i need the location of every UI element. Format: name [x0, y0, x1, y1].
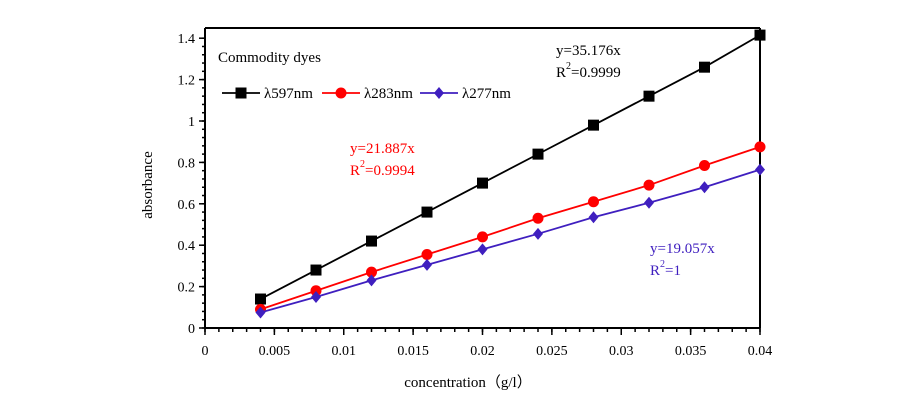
series-line — [260, 168, 761, 314]
data-point — [754, 29, 766, 41]
data-point — [643, 179, 655, 191]
legend-marker — [335, 87, 347, 99]
annotation-277: y=19.057x R2=1 — [650, 241, 715, 279]
data-point — [310, 264, 322, 276]
y-tick-label: 0.6 — [178, 198, 196, 213]
data-point — [533, 227, 543, 240]
data-point — [532, 148, 544, 160]
data-point — [477, 231, 488, 243]
data-point — [532, 212, 544, 224]
legend: Commodity dyes λ597nm λ283nm λ277nm — [218, 50, 511, 102]
data-point — [588, 196, 599, 208]
legend-title: Commodity dyes — [218, 50, 321, 66]
equation-277: y=19.057x — [650, 241, 715, 257]
data-point — [588, 211, 599, 224]
data-point — [311, 290, 321, 303]
axes: 0 0.2 0.4 0.6 0.8 1 1.2 1.4 0 0.005 0.01 0.015 0.02 0… — [178, 27, 773, 359]
x-tick-label: 0.015 — [397, 344, 429, 359]
r2-277: R2=1 — [650, 259, 681, 279]
legend-item: λ597nm — [222, 86, 313, 102]
r2-597: R2=0.9999 — [556, 61, 621, 81]
x-tick-label: 0.035 — [675, 344, 707, 359]
data-point — [588, 119, 599, 131]
x-tick-label: 0.04 — [748, 344, 773, 359]
data-point — [643, 90, 655, 102]
data-point — [255, 306, 266, 319]
series-line — [260, 34, 761, 300]
annotation-283: y=21.887x R2=0.9994 — [350, 141, 415, 179]
x-tick-label: 0.025 — [536, 344, 568, 359]
legend-marker — [434, 87, 444, 99]
x-tick-label: 0.01 — [332, 344, 357, 359]
series-layer — [255, 29, 766, 319]
data-point — [421, 206, 433, 218]
legend-label: λ283nm — [364, 86, 413, 102]
x-axis-title: concentration（g/l） — [404, 374, 531, 391]
data-point — [255, 293, 266, 305]
y-tick-label: 0 — [188, 322, 195, 337]
data-point — [421, 249, 433, 261]
data-point — [699, 160, 710, 172]
y-tick-label: 0.2 — [178, 281, 196, 296]
legend-label: λ597nm — [264, 86, 313, 102]
equation-283: y=21.887x — [350, 141, 415, 157]
x-tick-label: 0.005 — [259, 344, 291, 359]
data-point — [366, 235, 377, 247]
y-tick-label: 1 — [188, 115, 195, 130]
series-line — [260, 146, 761, 311]
y-tick-label: 0.8 — [178, 156, 196, 171]
r2-283: R2=0.9994 — [350, 159, 415, 179]
x-tick-label: 0.02 — [470, 344, 495, 359]
legend-label: λ277nm — [462, 86, 511, 102]
data-point — [754, 141, 766, 153]
data-point — [477, 177, 488, 189]
data-point — [366, 274, 377, 287]
x-tick-label: 0 — [202, 344, 209, 359]
x-tick-label: 0.03 — [609, 344, 634, 359]
data-point — [755, 163, 765, 176]
series-277nm — [255, 163, 765, 319]
series-283nm — [255, 141, 766, 315]
data-point — [366, 266, 377, 278]
data-point — [477, 243, 488, 256]
data-point — [699, 61, 710, 73]
y-axis-title: absorbance — [140, 151, 156, 219]
data-point — [310, 285, 322, 297]
legend-item: λ283nm — [322, 86, 413, 102]
legend-item: λ277nm — [420, 86, 511, 102]
y-tick-label: 1.2 — [178, 74, 196, 89]
data-point — [699, 181, 710, 194]
data-point — [422, 258, 432, 271]
equation-597: y=35.176x — [556, 43, 621, 59]
y-tick-label: 1.4 — [178, 32, 196, 47]
annotation-597: y=35.176x R2=0.9999 — [556, 43, 621, 81]
legend-items: λ597nm λ283nm λ277nm — [222, 86, 511, 102]
series-597nm — [255, 29, 766, 305]
data-point — [644, 196, 654, 209]
legend-marker — [235, 87, 247, 99]
y-tick-label: 0.4 — [178, 239, 196, 254]
